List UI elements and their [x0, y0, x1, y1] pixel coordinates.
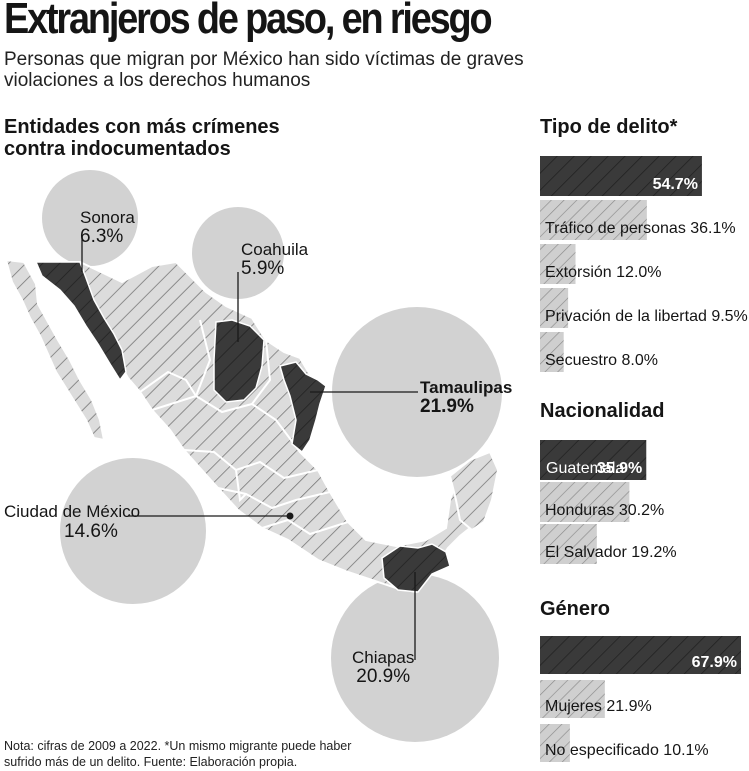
bar-category-0-1: Tráfico de personas 36.1%: [545, 220, 736, 237]
bar-0-0: [540, 156, 702, 196]
bar-category-2-1: Mujeres 21.9%: [545, 698, 652, 715]
bar-2-2: [540, 724, 570, 762]
chart-title-genero: Género: [540, 598, 611, 620]
state-sonora: [34, 261, 127, 382]
bubble-coahuila: [192, 207, 284, 299]
bubble-sonora: [42, 170, 138, 266]
leader-lines: [81, 236, 418, 660]
chart-title-nacionalidad: Nacionalidad: [540, 400, 665, 422]
bar-category-0-2: Extorsión 12.0%: [545, 264, 662, 281]
yucatan: [448, 450, 500, 532]
label-cdmx-name: Ciudad de México: [4, 502, 141, 521]
label-tamaulipas: Tamaulipas 21.9%: [420, 378, 513, 417]
bar-2-0: [540, 636, 741, 674]
bar-1-1: [540, 482, 630, 522]
baja-california: [4, 258, 106, 442]
bar-category-1-1: Honduras 30.2%: [545, 502, 665, 519]
bar-category-1-2: El Salvador 19.2%: [545, 544, 677, 561]
state-borders: [139, 319, 349, 536]
label-chiapas: Chiapas 20.9%: [352, 648, 415, 687]
state-tamaulipas: [279, 361, 327, 454]
footnote: Nota: cifras de 2009 a 2022. *Un mismo m…: [4, 739, 352, 769]
bar-0-2: [540, 244, 576, 284]
bar-category-0-4: Secuestro 8.0%: [545, 352, 658, 369]
bar-value-2-0: 67.9%: [691, 654, 737, 671]
bar-category-2-2: No especificado 10.1%: [545, 742, 709, 759]
bar-0-1: [540, 200, 647, 240]
label-coahuila: Coahuila 5.9%: [241, 240, 309, 279]
bar-0-3: [540, 288, 569, 328]
label-sonora: Sonora 6.3%: [80, 208, 135, 247]
map-heading: Entidades con más crímenes contra indocu…: [4, 116, 280, 160]
bar-category-0-3: Privación de la libertad 9.5%: [545, 308, 748, 325]
cdmx-marker: [286, 512, 294, 520]
page-subtitle: Personas que migran por México han sido …: [4, 49, 524, 91]
state-chiapas: [381, 543, 451, 593]
page-title: Extranjeros de paso, en riesgo: [4, 0, 493, 43]
chart-title-tipo: Tipo de delito*: [540, 116, 678, 138]
bar-category-1-0: Guatemala: [546, 460, 625, 477]
bar-value-1-0: 35.9%: [596, 460, 643, 477]
bar-2-1: [540, 680, 605, 718]
bar-0-4: [540, 332, 564, 372]
bar-1-0: [540, 440, 647, 480]
bubble-cdmx: [60, 458, 206, 604]
bar-value-0-0: 54.7%: [652, 176, 698, 193]
label-cdmx-value: 14.6%: [64, 521, 118, 542]
state-coahuila: [213, 319, 265, 403]
bar-1-2: [540, 524, 597, 564]
